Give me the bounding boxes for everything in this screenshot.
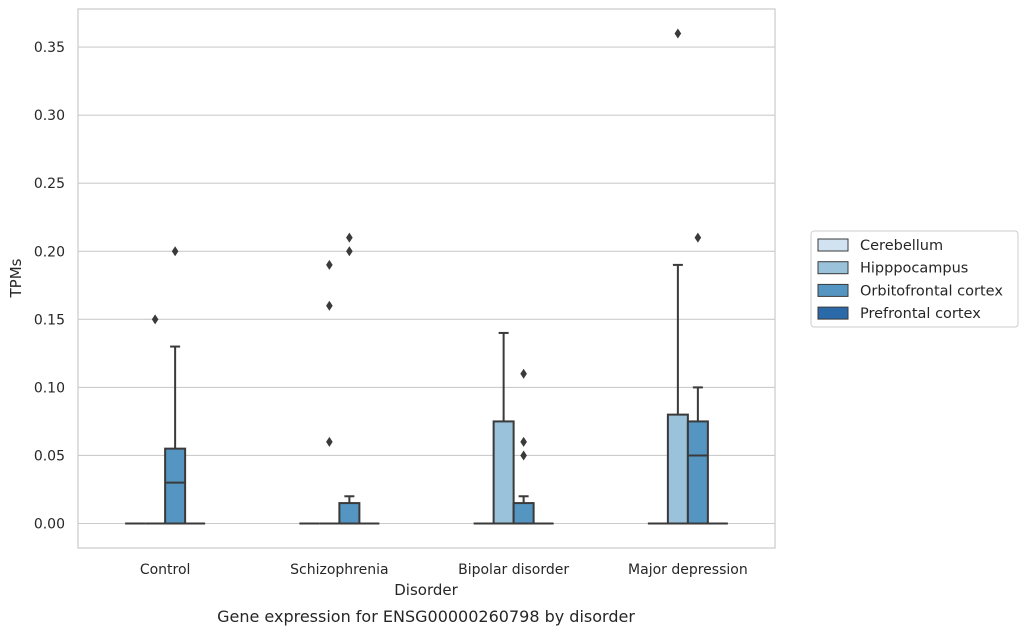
outlier-point [520,368,527,379]
x-tick-label: Schizophrenia [290,562,388,578]
outlier-point [694,232,702,243]
legend-label: Orbitofrontal cortex [860,283,1003,299]
box-body [338,502,361,525]
box-orbitofrontal-cortex [686,232,709,525]
x-tick-label: Control [140,562,191,578]
legend-swatch [817,283,849,297]
legend: Cerebellum Hipppocampus Orbitofrontal cort… [810,230,1019,328]
box-body [492,420,515,525]
x-tick-label: Bipolar disorder [458,562,569,578]
box-hipppocampus [319,259,340,525]
box-body [686,420,709,525]
box-orbitofrontal-cortex [164,246,187,525]
outlier-point [520,450,527,461]
boxes-layer [125,28,728,525]
box-hipppocampus [666,28,689,525]
plot-area-frame [77,8,776,549]
legend-label: Prefrontal cortex [860,306,981,322]
box-hipppocampus [145,314,166,525]
legend-label: Hipppocampus [860,261,968,277]
y-axis-label: TPMs [7,258,25,298]
grid-lines [78,46,775,525]
box-orbitofrontal-cortex [338,232,361,525]
outlier-point [326,436,333,447]
box-body [164,447,187,525]
outlier-point [520,436,527,447]
outlier-point [326,300,333,311]
x-axis-label: Disorder [394,581,458,599]
outlier-point [326,259,333,270]
figure-caption: Gene expression for ENSG00000260798 by d… [217,607,635,626]
outlier-point [674,28,682,39]
y-tick-label: 0.15 [34,312,65,328]
outlier-point [171,246,179,257]
box-orbitofrontal-cortex [512,368,535,525]
box-body [666,413,689,525]
legend-swatch [817,306,849,320]
y-tick-label: 0.00 [34,517,65,533]
box-hipppocampus [492,331,515,525]
legend-label: Cerebellum [860,238,943,254]
legend-swatch [817,261,849,275]
x-tick-labels: Control Schizophrenia Bipolar disorder Majo… [140,562,748,578]
y-tick-labels: 0.00 0.05 0.10 0.15 0.20 0.25 0.30 0.35 [34,40,65,532]
legend-frame [810,230,1019,328]
y-tick-label: 0.30 [34,108,65,124]
outlier-point [346,246,353,257]
x-tick-label: Major depression [628,562,748,578]
box-body [512,502,535,525]
outlier-point [346,232,353,243]
y-tick-label: 0.05 [34,448,65,464]
legend-swatch [817,238,849,252]
y-tick-label: 0.20 [34,244,65,260]
y-tick-label: 0.35 [34,40,65,56]
y-tick-label: 0.10 [34,380,65,396]
y-tick-label: 0.25 [34,176,65,192]
outlier-point [151,314,159,325]
